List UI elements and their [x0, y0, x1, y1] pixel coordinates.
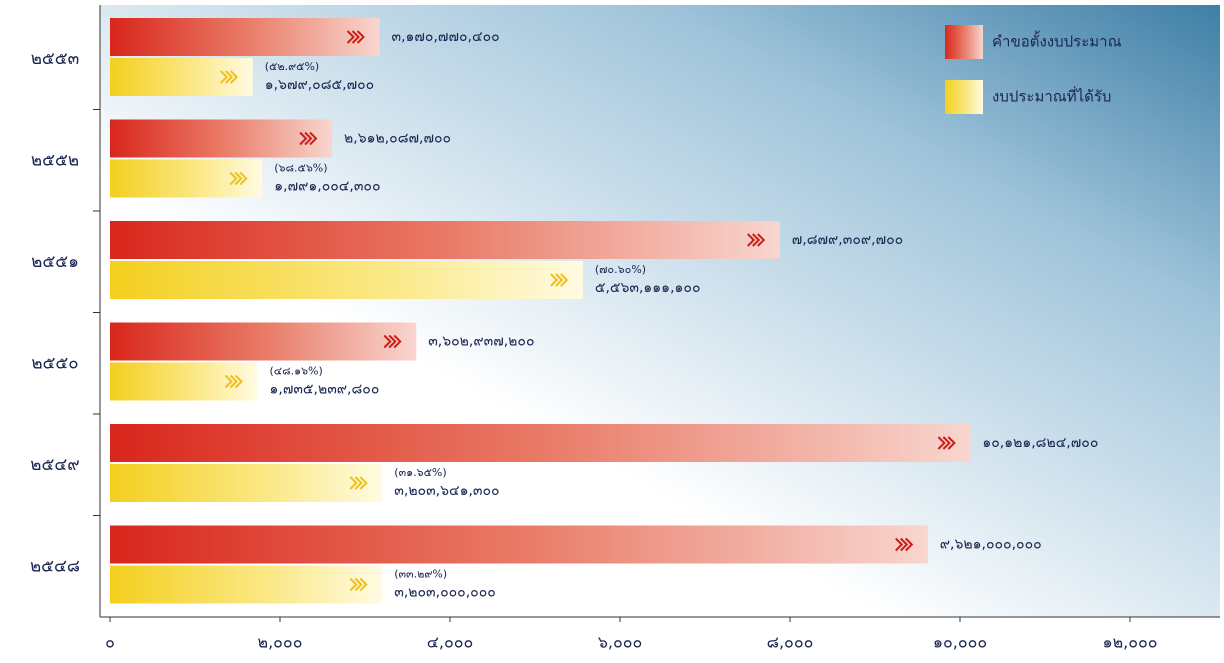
chevron-icon: [234, 374, 243, 389]
y-tick-label: ๒๕๔๘: [30, 556, 80, 576]
legend-swatch: [945, 80, 983, 114]
y-tick-label: ๒๕๕๐: [31, 353, 78, 373]
bar: [110, 464, 383, 502]
chevron-icon: [895, 537, 904, 552]
plot-background: [100, 5, 1220, 617]
chevron-icon: [351, 30, 360, 44]
x-tick-label: ๘,๐๐๐: [767, 633, 814, 652]
x-tick-label: ๖,๐๐๐: [598, 633, 643, 652]
chevron-icon: [229, 171, 238, 186]
y-tick-label: ๒๕๕๓: [31, 49, 80, 69]
value-label: ๑,๖๗๙,๐๘๕,๗๐๐: [265, 77, 374, 93]
percent-label: (๓๑.๖๕%): [394, 466, 446, 479]
value-label: ๒,๖๑๒,๐๘๗,๗๐๐: [344, 131, 451, 147]
value-label: ๓,๖๐๒,๙๓๗,๒๐๐: [428, 334, 534, 350]
bar: [110, 261, 583, 299]
chevron-icon: [947, 436, 956, 450]
chevron-icon: [359, 577, 368, 592]
x-tick-label: ๔,๐๐๐: [427, 633, 474, 652]
x-tick-label: ๒,๐๐๐: [258, 633, 303, 652]
chevron-icon: [747, 233, 756, 247]
value-label: ๓,๒๐๓,๖๔๑,๓๐๐: [394, 483, 499, 499]
bar: [110, 119, 333, 158]
x-tick-label: ๑๐,๐๐๐: [933, 633, 987, 652]
chevron-icon: [309, 131, 318, 146]
chevron-icon: [304, 131, 313, 146]
percent-label: (๖๘.๕๖%): [274, 162, 327, 175]
chevron-icon: [359, 476, 368, 490]
chevron-icon: [229, 374, 238, 389]
percent-label: (๕๒.๙๕%): [265, 60, 320, 73]
bar: [110, 565, 383, 604]
bar: [110, 58, 253, 96]
chevron-icon: [346, 30, 355, 44]
value-label: ๗,๘๗๙,๓๐๙,๗๐๐: [792, 232, 903, 248]
bar: [110, 424, 971, 462]
chevron-icon: [356, 30, 365, 44]
value-label: ๑,๗๓๕,๒๓๙,๘๐๐: [269, 382, 379, 398]
chevron-icon: [349, 476, 358, 490]
bar: [110, 18, 380, 56]
y-tick-label: ๒๕๕๑: [31, 252, 79, 272]
bar: [110, 159, 263, 198]
bar: [110, 525, 928, 564]
bar: [110, 362, 258, 401]
legend-label: งบประมาณที่ได้รับ: [992, 86, 1111, 106]
bar: [110, 322, 417, 361]
bar: [110, 221, 780, 259]
value-label: ๑,๗๙๑,๐๐๔,๓๐๐: [274, 179, 380, 195]
chevron-icon: [239, 171, 248, 186]
chevron-icon: [383, 334, 392, 349]
chevron-icon: [388, 334, 397, 349]
x-tick-label: ๐: [105, 633, 115, 652]
y-tick-label: ๒๕๔๙: [30, 455, 79, 475]
chevron-icon: [224, 374, 233, 389]
chevron-icon: [757, 233, 766, 247]
chevron-icon: [560, 273, 569, 287]
chevron-icon: [354, 577, 363, 592]
legend-swatch: [945, 25, 983, 59]
value-label: ๕,๕๖๓,๑๑๑,๑๐๐: [595, 280, 701, 296]
chevron-icon: [234, 171, 243, 186]
x-tick-label: ๑๒,๐๐๐: [1102, 633, 1157, 652]
chevron-icon: [555, 273, 564, 287]
chevron-icon: [393, 334, 402, 349]
value-label: ๓,๑๗๐,๗๗๐,๔๐๐: [392, 29, 500, 45]
chevron-icon: [220, 70, 229, 84]
value-label: ๓,๒๐๓,๐๐๐,๐๐๐: [394, 585, 496, 601]
chevron-icon: [905, 537, 914, 552]
chevron-icon: [225, 70, 234, 84]
chevron-icon: [230, 70, 239, 84]
value-label: ๑๐,๑๒๑,๘๒๔,๗๐๐: [982, 435, 1098, 451]
y-tick-label: ๒๕๕๒: [31, 150, 79, 170]
chevron-icon: [900, 537, 909, 552]
chevron-icon: [942, 436, 951, 450]
chevron-icon: [349, 577, 358, 592]
chevron-icon: [752, 233, 761, 247]
value-label: ๙,๖๒๑,๐๐๐,๐๐๐: [940, 537, 1042, 553]
chevron-icon: [937, 436, 946, 450]
percent-label: (๓๓.๒๙%): [394, 568, 447, 581]
percent-label: (๗๐.๖๐%): [595, 263, 646, 276]
percent-label: (๔๘.๑๖%): [269, 365, 322, 378]
chevron-icon: [550, 273, 559, 287]
chevron-icon: [299, 131, 308, 146]
chevron-icon: [354, 476, 363, 490]
legend-label: คำขอตั้งงบประมาณ: [992, 31, 1122, 51]
